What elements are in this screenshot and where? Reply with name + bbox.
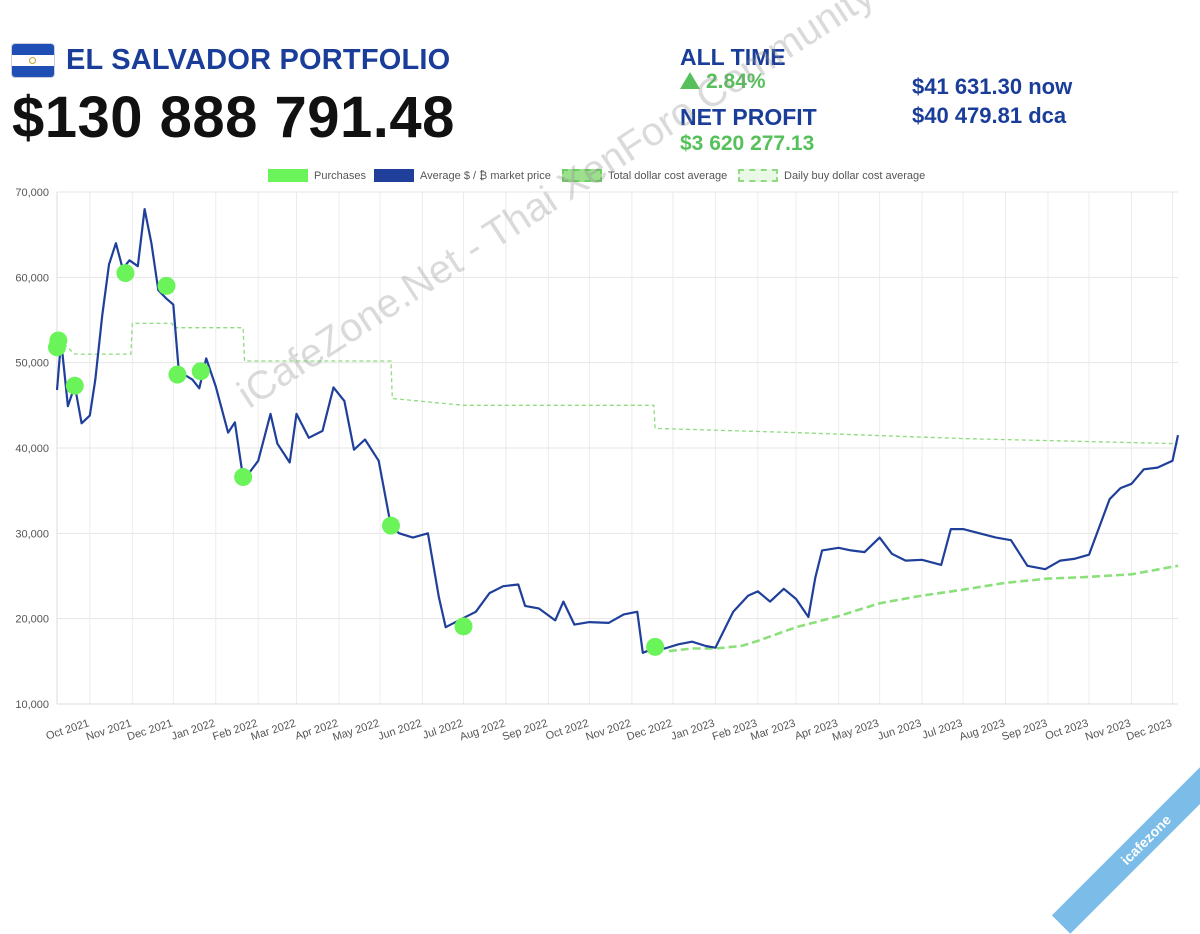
- el-salvador-flag-icon: [12, 44, 54, 77]
- x-tick-label: Oct 2023: [1044, 717, 1090, 742]
- legend-swatch-market-price: [374, 169, 414, 182]
- x-tick-label: Nov 2022: [584, 717, 632, 743]
- x-tick-label: Jul 2022: [421, 717, 464, 741]
- net-profit-value: $3 620 277.13: [680, 132, 815, 155]
- y-tick-label: 70,000: [15, 187, 49, 199]
- legend-market-price[interactable]: Average $ / ₿ market price: [374, 169, 551, 182]
- legend-label-market-price: Average $ / ₿ market price: [420, 169, 551, 182]
- all-time-label: ALL TIME: [680, 44, 786, 70]
- x-tick-label: Dec 2022: [625, 717, 673, 743]
- net-profit-label: NET PROFIT: [680, 104, 817, 130]
- purchase-point: [168, 365, 187, 384]
- purchase-point: [49, 331, 68, 350]
- purchase-point: [65, 376, 84, 395]
- purchase-point: [454, 617, 473, 636]
- series-market-price: [55, 208, 1180, 654]
- series-daily-dca: [56, 322, 1179, 445]
- purchase-point: [234, 468, 253, 487]
- up-arrow-icon: [680, 72, 700, 89]
- purchase-point: [116, 264, 135, 283]
- x-tick-label: Oct 2022: [544, 717, 590, 742]
- legend-label-daily-dca: Daily buy dollar cost average: [784, 169, 926, 182]
- legend-label-purchases: Purchases: [314, 169, 366, 182]
- x-tick-label: Mar 2022: [250, 717, 298, 743]
- x-tick-label: Aug 2023: [958, 717, 1007, 743]
- portfolio-chart: 10,000 20,000 30,000 40,000 50,000 60,000 70,0…: [15, 187, 1180, 744]
- x-tick-label: May 2022: [331, 717, 381, 743]
- portfolio-title: EL SALVADOR PORTFOLIO: [66, 44, 451, 76]
- y-tick-label: 20,000: [15, 614, 49, 626]
- x-tick-label: Jan 2023: [670, 717, 717, 742]
- price-dca: $40 479.81 dca: [912, 103, 1067, 128]
- legend-total-dca[interactable]: Total dollar cost average: [562, 169, 727, 182]
- x-tick-label: Mar 2023: [749, 717, 797, 743]
- purchase-point: [381, 516, 400, 535]
- portfolio-total-value: $130 888 791.48: [12, 85, 455, 150]
- x-tick-label: Jun 2022: [377, 717, 424, 742]
- x-tick-label: Jul 2023: [921, 717, 964, 741]
- x-tick-label: May 2023: [831, 717, 881, 743]
- price-now: $41 631.30 now: [912, 74, 1073, 99]
- purchase-point: [646, 637, 665, 656]
- y-tick-label: 40,000: [15, 443, 49, 455]
- x-tick-label: Dec 2023: [1125, 717, 1173, 743]
- legend-daily-dca[interactable]: Daily buy dollar cost average: [738, 169, 925, 182]
- y-tick-label: 10,000: [15, 699, 49, 711]
- purchase-point: [191, 362, 210, 381]
- x-tick-label: Nov 2021: [85, 717, 133, 743]
- x-tick-label: Nov 2023: [1084, 717, 1132, 743]
- y-tick-label: 30,000: [15, 528, 49, 540]
- legend-purchases[interactable]: Purchases: [268, 169, 366, 182]
- series-total-dca: [668, 564, 1179, 653]
- legend-swatch-daily-dca: [738, 169, 778, 182]
- legend-swatch-total-dca: [562, 169, 602, 182]
- legend-swatch-purchases: [268, 169, 308, 182]
- legend-label-total-dca: Total dollar cost average: [608, 169, 728, 182]
- x-tick-label: Dec 2021: [126, 717, 174, 743]
- x-tick-label: Sep 2023: [1000, 717, 1049, 743]
- y-tick-label: 60,000: [15, 272, 49, 284]
- x-tick-label: Oct 2021: [45, 717, 91, 742]
- x-tick-label: Sep 2022: [501, 717, 550, 743]
- y-tick-label: 50,000: [15, 358, 49, 370]
- x-tick-label: Aug 2022: [458, 717, 507, 743]
- all-time-change: 2.84%: [680, 70, 766, 94]
- purchase-point: [157, 276, 176, 295]
- x-tick-label: Jan 2022: [170, 717, 217, 742]
- x-tick-label: Jun 2023: [876, 717, 923, 742]
